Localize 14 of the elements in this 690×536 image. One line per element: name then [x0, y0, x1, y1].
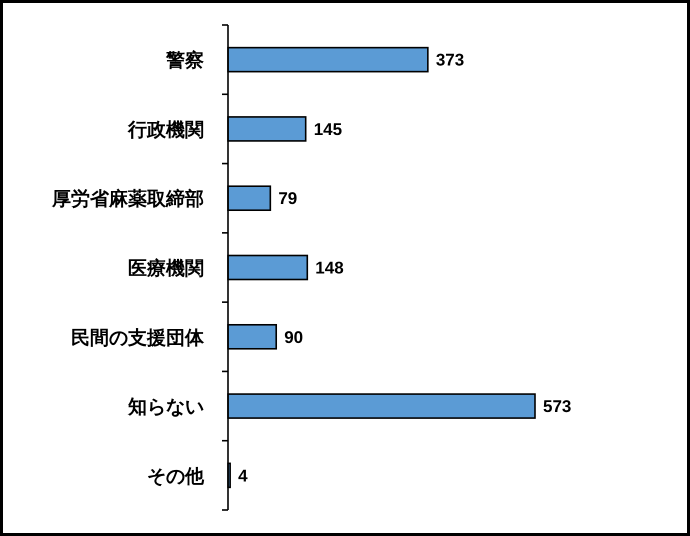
- y-tick-label: 厚労省麻薬取締部: [51, 188, 204, 210]
- y-tick-label: 民間の支援団体: [71, 326, 205, 349]
- y-tick-label: 知らない: [127, 396, 204, 418]
- y-tick-label: 行政機関: [127, 118, 204, 141]
- data-label: 573: [543, 397, 572, 416]
- y-tick-label: その他: [147, 465, 205, 488]
- y-tick-label: 警察: [165, 50, 204, 72]
- data-label: 4: [238, 466, 248, 486]
- data-label: 373: [436, 50, 464, 70]
- data-label: 79: [278, 189, 298, 208]
- data-label: 90: [284, 328, 304, 347]
- data-label: 148: [315, 258, 344, 278]
- data-label: 145: [314, 120, 342, 139]
- y-tick-label: 医療機関: [128, 258, 204, 280]
